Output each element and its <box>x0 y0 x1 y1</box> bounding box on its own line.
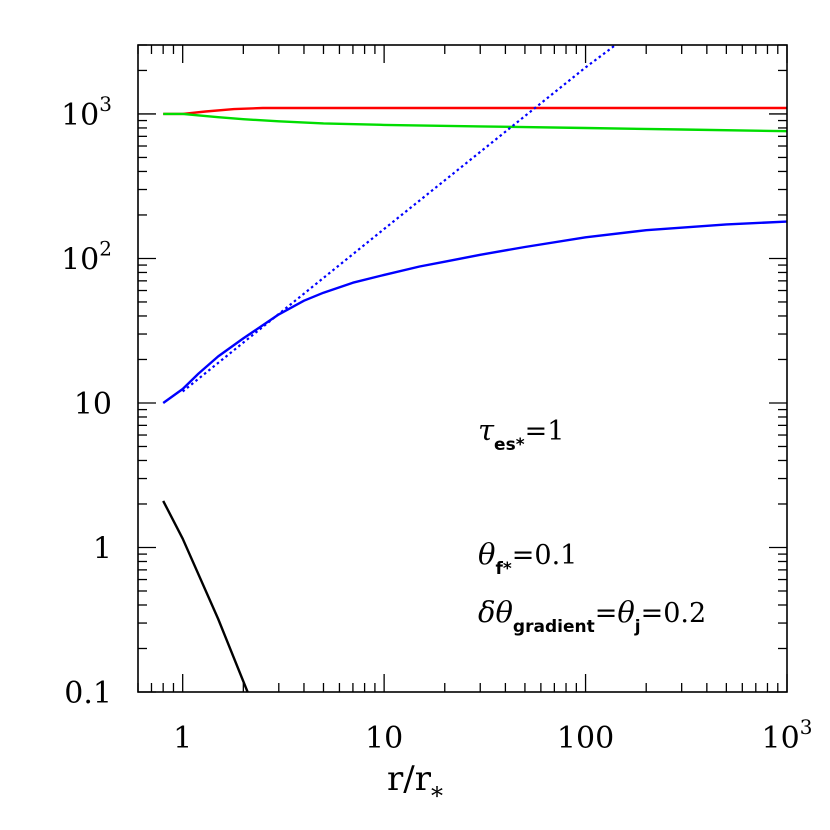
y-tick-label: 10 <box>74 387 112 422</box>
x-tick-labels: 1 10 100 103 <box>173 715 812 756</box>
x-tick-label: 103 <box>762 715 813 756</box>
series-line-2 <box>163 112 787 133</box>
x-axis-title: r/r* <box>387 759 443 810</box>
y-tick-label: 103 <box>61 92 112 133</box>
series-line-4 <box>182 45 618 393</box>
plot-frame <box>137 44 788 693</box>
series-line-5 <box>162 500 249 692</box>
y-tick-label: 102 <box>61 236 112 277</box>
y-tick-label: 0.1 <box>64 676 112 711</box>
series-lines <box>162 45 787 692</box>
annotation-theta-f: θf*=0.1 <box>478 537 577 579</box>
x-tick-label: 100 <box>557 721 614 756</box>
y-tick-label: 1 <box>93 531 112 566</box>
series-line-1 <box>163 106 787 116</box>
axis-ticks <box>137 44 788 693</box>
series-line-3 <box>162 220 787 404</box>
y-tick-labels: 0.1 1 10 102 103 <box>61 92 112 711</box>
annotation-delta-theta: δθgradient=θj=0.2 <box>478 595 706 637</box>
annotation-tau: τes*=1 <box>478 413 564 455</box>
x-tick-label: 1 <box>173 721 192 756</box>
x-tick-label: 10 <box>365 721 403 756</box>
